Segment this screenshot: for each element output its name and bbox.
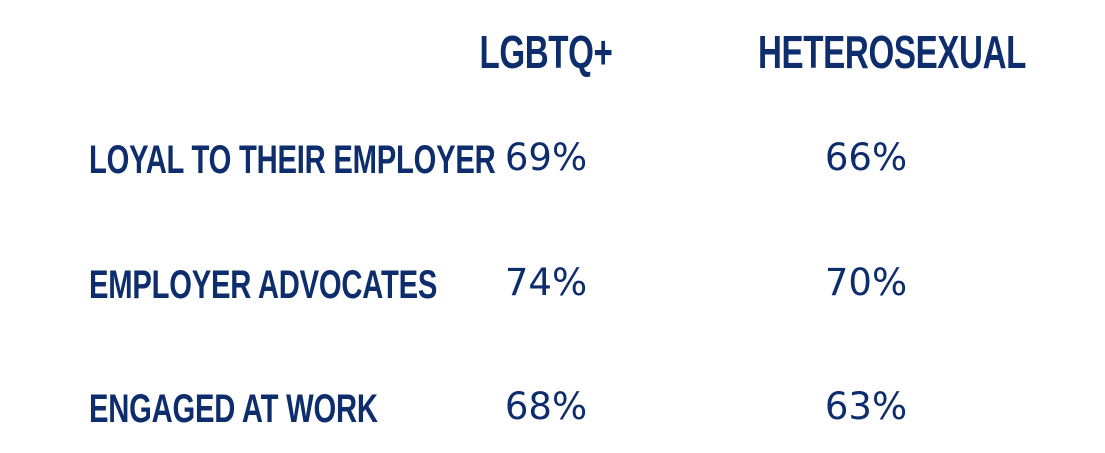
row-label-loyal: LOYAL TO THEIR EMPLOYER (89, 138, 496, 182)
cell-engaged-lgbtq: 68% (504, 385, 588, 428)
cell-engaged-heterosexual: 63% (824, 385, 908, 428)
row-label-advocates: EMPLOYER ADVOCATES (89, 263, 438, 307)
column-header-lgbtq: LGBTQ+ (479, 26, 613, 78)
row-label-engaged: ENGAGED AT WORK (89, 387, 378, 431)
cell-loyal-lgbtq: 69% (504, 136, 588, 179)
cell-advocates-lgbtq: 74% (504, 261, 588, 304)
column-header-heterosexual: HETEROSEXUAL (758, 26, 1027, 78)
cell-loyal-heterosexual: 66% (824, 136, 908, 179)
cell-advocates-heterosexual: 70% (824, 261, 908, 304)
